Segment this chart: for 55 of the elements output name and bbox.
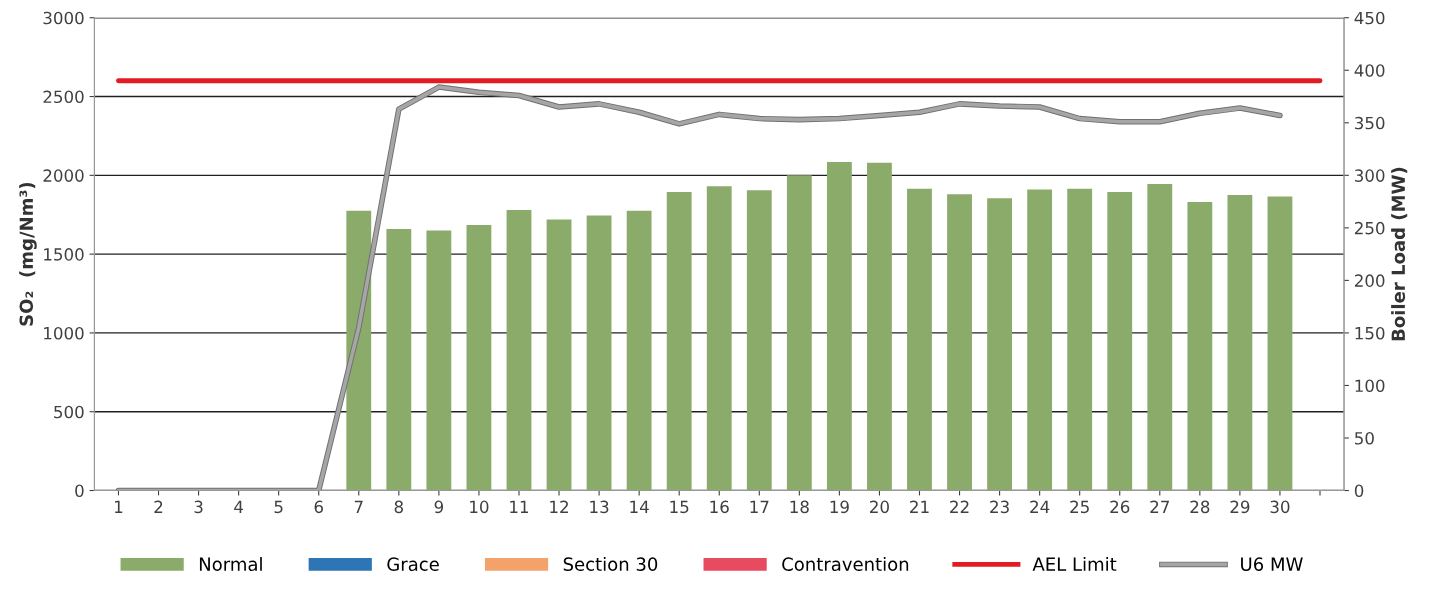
x-tick-label: 19 [830,500,849,514]
legend-label: AEL Limit [1032,557,1117,571]
x-tick-label: 7 [354,500,363,513]
x-tick-label: 29 [1230,500,1250,514]
x-tick-label: 26 [1110,500,1130,514]
x-tick-label: 30 [1270,500,1290,514]
x-tick-label: 27 [1150,500,1169,513]
y2-tick-label: 0 [1354,484,1364,498]
y-tick-label: 0 [75,484,84,498]
y-tick-label: 1500 [44,248,84,261]
y-tick-label: 500 [54,405,84,419]
x-tick-label: 8 [394,500,403,514]
legend-label: Contravention [782,557,909,571]
y-tick-label: 2000 [43,169,84,182]
x-tick-label: 18 [790,500,809,514]
x-tick-label: 22 [950,500,969,513]
y2-tick-label: 250 [1354,221,1385,235]
x-tick-label: 10 [470,500,489,514]
x-tick-label: 6 [314,500,323,514]
y2-axis-title: Boiler Load (MW) [1391,167,1408,341]
y2-tick-label: 350 [1355,116,1385,130]
y2-tick-label: 400 [1354,64,1385,77]
x-tick-label: 25 [1070,500,1089,514]
x-tick-label: 1 [115,500,123,513]
legend-label: U6 MW [1241,557,1303,571]
legend-label: Normal [199,557,262,571]
x-tick-label: 4 [234,500,243,513]
x-tick-label: 11 [510,500,529,513]
x-tick-label: 2 [154,500,163,513]
x-tick-label: 14 [630,500,649,513]
x-tick-label: 23 [990,500,1009,514]
legend-label: Grace [387,557,439,571]
x-tick-label: 16 [710,500,729,514]
y-axis-title: SO₂ (mg/Nm³) [19,182,37,326]
x-tick-label: 24 [1030,500,1050,513]
x-tick-label: 13 [590,500,609,514]
y2-tick-label: 50 [1355,431,1374,445]
x-tick-label: 17 [750,500,769,513]
x-tick-label: 9 [434,500,444,514]
y2-tick-label: 100 [1355,379,1385,393]
y-tick-label: 3000 [43,11,84,25]
x-tick-label: 12 [550,500,568,513]
y2-tick-label: 450 [1354,11,1385,25]
x-tick-label: 3 [194,500,203,514]
legend-label: Section 30 [563,557,658,571]
y2-tick-label: 150 [1355,326,1385,340]
y2-tick-label: 200 [1354,274,1385,287]
y-tick-label: 1000 [44,326,84,340]
x-tick-label: 28 [1190,500,1210,514]
x-tick-label: 15 [670,500,689,514]
x-tick-label: 21 [910,500,929,513]
x-tick-label: 5 [274,500,283,514]
y-tick-label: 2500 [43,90,84,104]
y2-tick-label: 300 [1355,169,1385,182]
x-tick-label: 20 [870,500,889,514]
